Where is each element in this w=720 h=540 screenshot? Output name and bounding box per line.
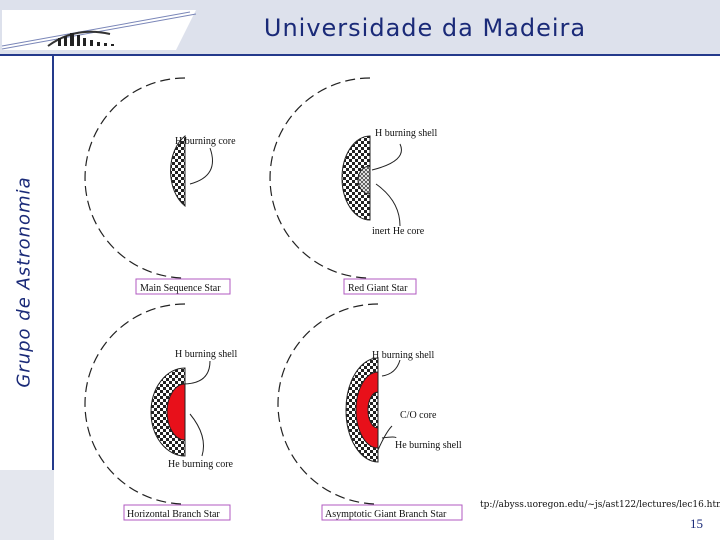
star-envelope (269, 77, 371, 279)
label-h-burning-shell: H burning shell (372, 350, 434, 361)
page-title: Universidade da Madeira (263, 14, 587, 42)
panel-asymptotic-giant-branch: H burning shell C/O core He burning shel… (277, 303, 463, 521)
pointer-line (182, 360, 211, 385)
label-h-burning-shell: H burning shell (375, 128, 437, 139)
caption-horizontal-branch: Horizontal Branch Star (127, 509, 220, 520)
panel-red-giant: H burning shell inert He core Red Giant … (269, 77, 437, 295)
core-shape (170, 134, 186, 208)
he-burning-shell-shape (355, 371, 379, 449)
star-envelope (84, 77, 186, 279)
source-url: tp://abyss.uoregon.edu/~js/ast122/lectur… (480, 500, 720, 510)
corner-block (0, 470, 54, 540)
pointer-line (381, 359, 401, 377)
he-burning-core-shape (166, 383, 186, 441)
pointer-line (189, 413, 204, 457)
label-co-core: C/O core (400, 410, 437, 421)
co-core-shape (367, 391, 379, 429)
pointer-line (371, 143, 402, 171)
university-logo (1, 10, 197, 50)
caption-agb: Asymptotic Giant Branch Star (325, 509, 447, 520)
sidebar-label: Grupo de Astronomia (13, 176, 35, 388)
caption-red-giant: Red Giant Star (348, 283, 408, 294)
shell-shape (341, 135, 371, 221)
sidebar (0, 56, 52, 540)
inert-core-shape (357, 165, 371, 195)
page-number: 15 (690, 516, 703, 531)
star-envelope (277, 303, 379, 505)
caption-main-sequence: Main Sequence Star (140, 283, 221, 294)
stellar-structure-diagram: H burning core Main Sequence Star H burn… (70, 66, 496, 528)
right-area (496, 56, 720, 540)
label-he-burning-core: He burning core (168, 459, 234, 470)
pointer-line (189, 147, 213, 185)
sidebar-divider (52, 56, 54, 540)
pointer-line (377, 425, 393, 451)
pointer-line (375, 183, 401, 227)
label-he-burning-shell: He burning shell (395, 440, 462, 451)
star-envelope (84, 303, 186, 505)
label-h-burning-shell: H burning shell (175, 349, 237, 360)
panel-horizontal-branch: H burning shell He burning core Horizont… (84, 303, 237, 521)
label-h-burning-core: H burning core (175, 136, 236, 147)
panel-main-sequence: H burning core Main Sequence Star (84, 77, 236, 295)
header-divider (0, 54, 720, 56)
label-inert-he-core: inert He core (372, 226, 425, 237)
